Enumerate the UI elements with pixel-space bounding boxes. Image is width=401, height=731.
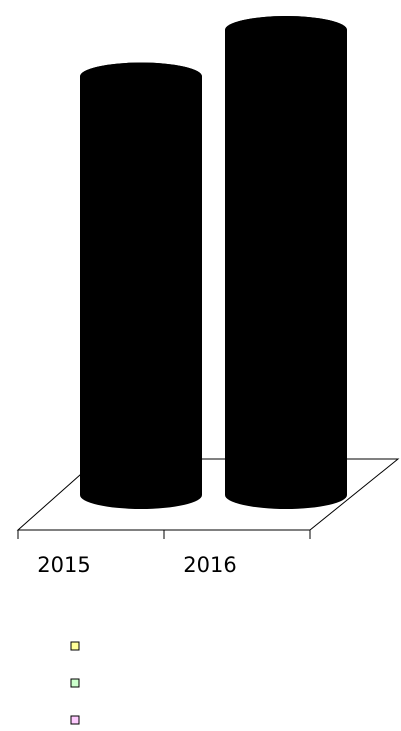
bar-top-2016 <box>225 16 347 44</box>
x-axis: 2015 2016 <box>17 530 311 577</box>
legend <box>70 641 80 725</box>
chart-floor <box>16 458 400 531</box>
chart-floor-outline <box>16 458 400 531</box>
legend-swatch-3 <box>70 715 80 725</box>
legend-swatch-2 <box>70 678 80 688</box>
bar-top-2015 <box>80 62 202 91</box>
x-tick-label-2016: 2016 <box>183 553 236 577</box>
chart-bars <box>80 16 347 509</box>
bar-body-2016 <box>225 16 347 509</box>
legend-swatch-1 <box>70 641 80 651</box>
bar-body-2015 <box>80 62 202 509</box>
x-tick-label-2015: 2015 <box>37 553 90 577</box>
bar-2016 <box>225 16 347 509</box>
bar-2015 <box>80 62 202 509</box>
